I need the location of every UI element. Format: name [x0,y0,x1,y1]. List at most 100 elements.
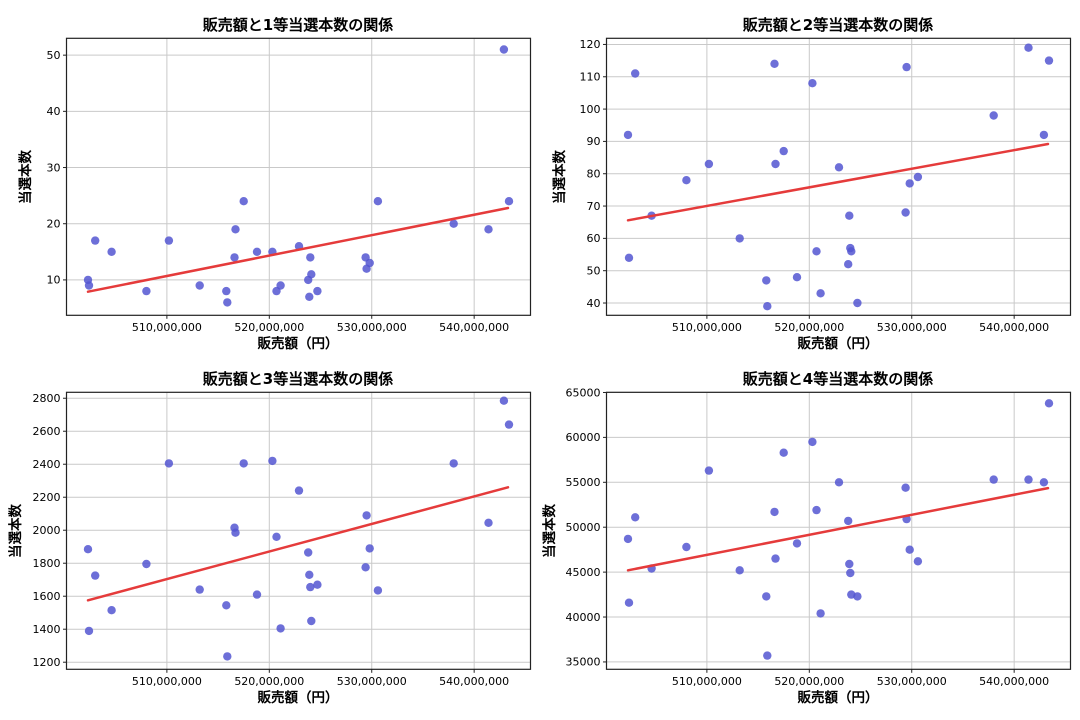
data-point [735,566,744,575]
y-tick-label: 70 [587,200,601,213]
data-point [770,507,779,517]
data-point [792,539,802,548]
x-tick-label: 510,000,000 [672,675,742,688]
prize2-scatter-chart: 510,000,000 520,000,000 530,000,000 540,000… [551,16,1072,352]
data-point [365,544,374,553]
data-point [83,545,93,554]
y-tick-label: 2200 [33,491,61,504]
data-point [623,534,633,544]
data-point [107,606,116,615]
data-point [91,571,100,580]
data-point [624,253,634,262]
x-tick-label: 520,000,000 [774,321,844,334]
y-tick-label: 2600 [33,425,61,438]
data-point [276,281,285,290]
data-point [704,159,714,169]
data-point [239,197,248,206]
data-point [989,475,998,484]
x-axis-label: 販売額（円） [798,335,879,352]
plot-area: 510,000,000 520,000,000 530,000,000 540,000… [33,391,532,688]
data-point [1024,475,1033,484]
data-point [252,247,262,256]
x-tick-label: 540,000,000 [979,675,1049,688]
data-point [223,298,232,307]
data-point [770,59,779,68]
data-point [231,528,240,537]
x-tick-label: 540,000,000 [439,675,509,688]
plot-background [606,38,1071,316]
data-point [808,437,817,447]
x-tick-label: 530,000,000 [337,321,407,334]
data-point [373,586,383,595]
data-point [779,146,788,156]
trend-line [626,142,1050,222]
y-tick-label: 40 [587,297,601,310]
data-point [164,459,174,468]
data-point [808,79,817,88]
data-point [762,276,771,285]
x-tick-label: 510,000,000 [672,321,742,334]
y-axis-label: 当選本数 [7,504,24,558]
data-point [812,247,821,256]
data-point [845,211,854,220]
subplot-prize3: 510,000,000 520,000,000 530,000,000 540,000… [0,354,540,720]
data-point [230,253,239,262]
data-point [195,585,204,594]
data-point [682,542,691,552]
data-point [449,459,458,468]
data-point [304,548,313,557]
data-point [449,219,458,228]
data-point [853,592,862,601]
data-point [362,511,371,520]
plot-border [605,391,1072,670]
x-axis-label: 販売額（円） [258,689,339,706]
data-point [504,197,514,206]
x-tick-label: 520,000,000 [774,675,844,688]
data-point [307,616,316,626]
y-tick-label: 120 [580,38,601,51]
x-tick-label: 540,000,000 [979,321,1049,334]
chart-title: 販売額と2等当選本数の関係 [743,16,933,34]
data-point [306,582,315,592]
data-point [847,247,856,256]
data-point [623,130,633,140]
x-tick-label: 530,000,000 [877,321,947,334]
data-point [845,559,854,569]
data-point [901,208,910,217]
data-point [763,651,772,660]
data-point [223,652,232,661]
data-point [373,197,383,206]
data-point [834,478,844,487]
data-point [1039,130,1049,140]
y-tick-label: 1200 [33,656,61,669]
data-point [107,247,116,256]
x-tick-label: 510,000,000 [132,321,202,334]
x-tick-label: 520,000,000 [234,321,304,334]
data-point [239,459,248,468]
y-tick-label: 35000 [566,656,601,669]
y-tick-label: 90 [587,135,601,148]
plot-background [606,392,1071,670]
data-point [771,554,780,563]
plot-border [65,391,532,670]
x-tick-label: 520,000,000 [234,675,304,688]
chart-title: 販売額と3等当選本数の関係 [203,370,393,388]
prize3-scatter-chart: 510,000,000 520,000,000 530,000,000 540,000… [7,370,532,706]
data-point [812,505,821,515]
data-point [142,559,151,569]
y-tick-label: 45000 [566,566,601,579]
y-tick-label: 1600 [33,590,61,603]
data-point [361,563,370,572]
data-point [792,273,802,282]
data-point [272,532,281,541]
subplot-prize1: 510,000,000 520,000,000 530,000,000 540,000… [0,0,540,366]
chart-title: 販売額と1等当選本数の関係 [203,16,393,34]
data-point [231,225,240,234]
y-tick-label: 50 [587,264,601,277]
data-point [307,270,316,279]
data-point [195,281,204,290]
data-point [913,557,923,566]
data-point [853,298,862,308]
data-point [91,236,100,245]
y-tick-label: 10 [47,274,61,287]
